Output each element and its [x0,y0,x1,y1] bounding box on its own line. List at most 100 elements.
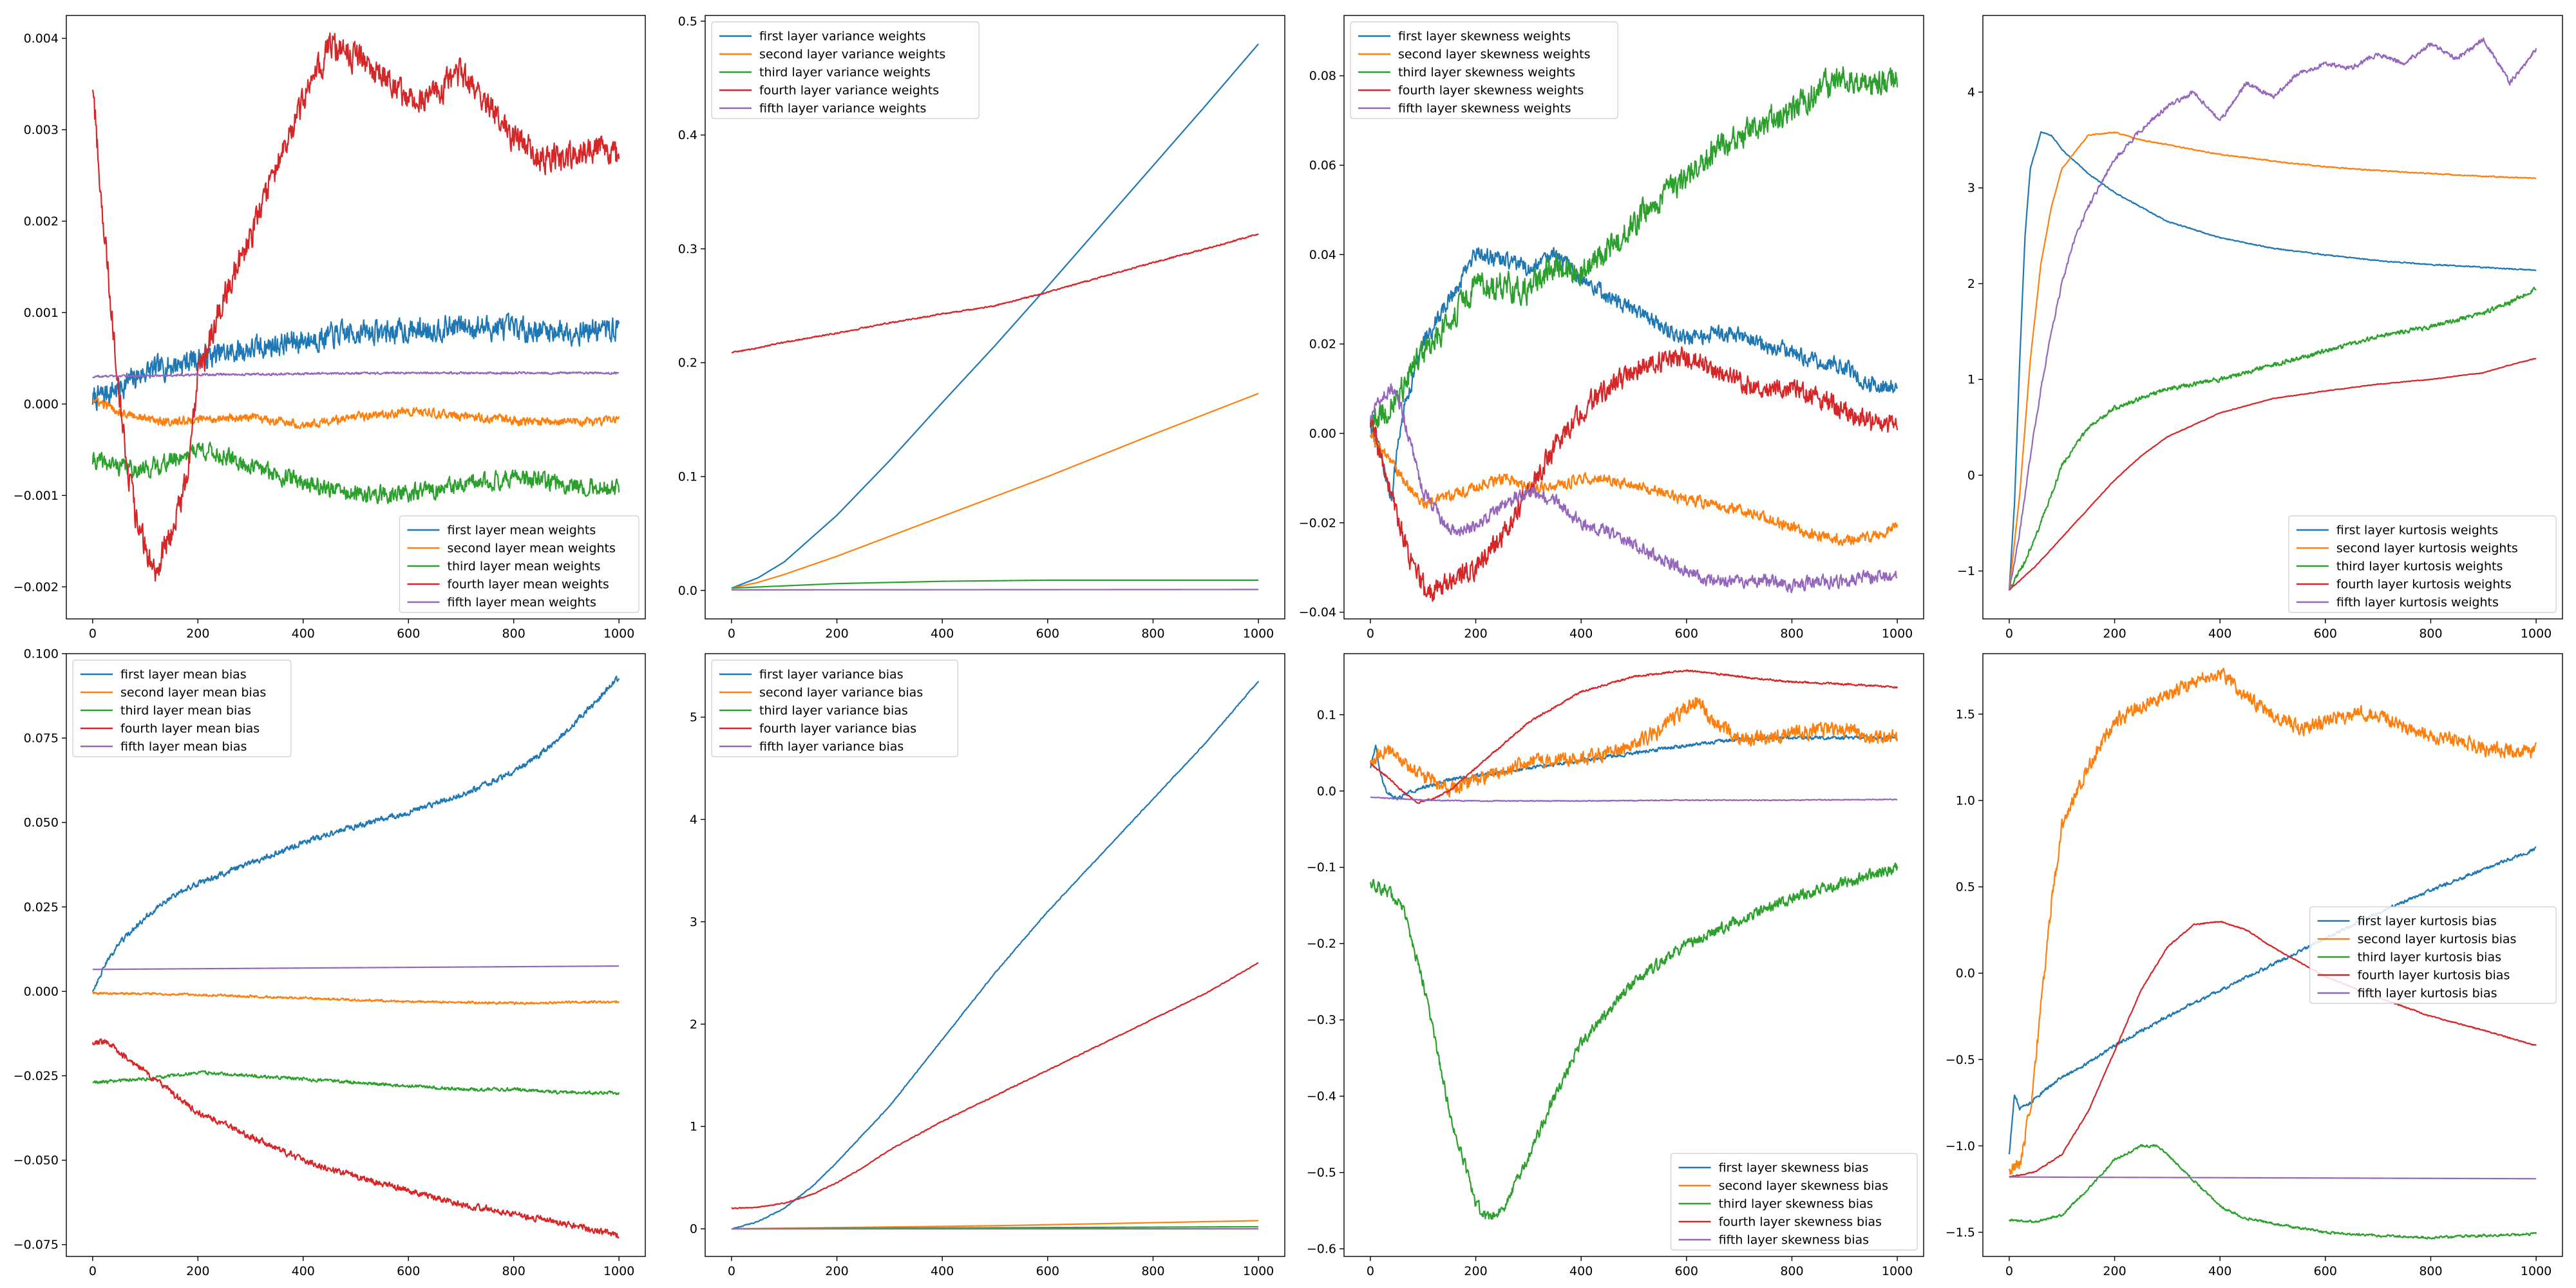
series-lines [2008,668,2537,1240]
legend-label: third layer mean bias [120,704,251,718]
y-tick-label: 0.3 [678,242,697,256]
y-tick-label: 0.1 [678,470,697,484]
y-tick-label: −0.02 [1299,516,1336,530]
y-tick-label: 1.5 [1956,707,1975,721]
y-tick-label: 2 [690,1018,697,1032]
series-line-2 [2008,668,2537,1175]
legend-label: first layer skewness weights [1398,30,1571,44]
legend-label: first layer kurtosis bias [2358,914,2497,929]
legend-label: fifth layer mean bias [120,740,247,754]
series-line-1 [731,681,1260,1230]
y-tick-label: 0 [1967,468,1975,482]
y-tick-label: 3 [1967,181,1975,195]
series-line-1 [1369,247,1899,502]
legend-label: fourth layer kurtosis weights [2336,578,2512,592]
legend-label: fifth layer skewness bias [1719,1233,1869,1247]
y-tick-label: 0.1 [1317,708,1336,722]
legend-label: third layer variance bias [759,704,908,718]
series-line-5 [2009,1176,2537,1180]
series-line-5 [1370,796,1898,802]
y-tick-label: −0.001 [14,489,59,503]
legend-label: fifth layer variance weights [759,102,926,116]
axes-frame [1343,15,1924,620]
y-tick-label: −1.0 [1946,1139,1975,1153]
subplot-7: 0 200 400 600 800 1000 −0.6 −0.5 −0.4 −0.3 −0.2 −0.… [1307,653,1924,1278]
x-tick-label: 1000 [1243,627,1274,641]
x-tick-label: 0 [1367,1264,1374,1278]
y-tick-label: −0.025 [14,1069,59,1083]
y-tick-label: 0.075 [24,732,59,746]
series-line-2 [1369,697,1899,798]
y-tick-label: −1 [1957,564,1975,578]
legend-label: fifth layer skewness weights [1398,102,1571,116]
legend-box [399,515,639,613]
y-tick-label: 0.02 [1309,337,1336,352]
x-tick-label: 1000 [2521,1264,2552,1278]
y-tick-label: 0.4 [678,128,697,142]
legend-label: fourth layer variance bias [759,722,916,736]
x-tick-label: 0 [89,1264,97,1278]
legend: first layer skewness weights second layer… [1350,21,1618,119]
series-lines [91,676,620,1239]
x-tick-label: 800 [1141,627,1164,641]
legend: first layer variance bias second layer va… [711,659,958,757]
series-line-4 [731,233,1259,354]
legend-label: second layer variance bias [759,686,923,700]
y-tick-label: −0.3 [1307,1013,1336,1027]
series-lines [2008,37,2537,591]
legend: first layer kurtosis weights second layer… [2288,515,2557,613]
x-tick-label: 600 [2314,627,2337,641]
y-tick-label: 0.004 [24,32,59,46]
legend-box [711,659,958,757]
x-tick-label: 600 [1036,627,1059,641]
y-tick-label: −0.050 [14,1153,59,1168]
legend-label: third layer kurtosis bias [2358,951,2501,965]
series-lines [91,32,620,582]
axes-frame [66,15,646,620]
x-tick-label: 200 [825,1264,848,1278]
series-line-1 [91,676,620,992]
x-tick-label: 800 [502,1264,526,1278]
x-tick-label: 400 [2208,1264,2231,1278]
x-tick-label: 400 [931,1264,954,1278]
series-line-4 [1370,669,1899,804]
legend-label: fifth layer variance bias [759,740,904,754]
legend-label: fourth layer skewness weights [1398,84,1584,98]
legend-label: first layer mean bias [120,668,247,682]
x-tick-label: 400 [1569,1264,1593,1278]
x-tick-label: 800 [1780,627,1803,641]
y-tick-label: 1 [690,1120,697,1134]
legend-label: fourth layer mean weights [448,578,609,592]
y-tick-label: 0.025 [24,900,59,914]
y-tick-label: 0.001 [24,306,59,320]
legend-label: third layer mean weights [448,560,601,574]
subplot-5: 0 200 400 600 800 1000 −0.075 −0.050 −0.025 0.000… [14,647,646,1278]
legend-label: fourth layer variance weights [759,84,939,98]
x-tick-label: 800 [1141,1264,1164,1278]
series-line-4 [1369,346,1899,602]
y-tick-label: −0.04 [1299,605,1336,620]
x-tick-label: 1000 [1243,1264,1274,1278]
series-line-5 [2008,37,2537,591]
y-tick-label: 0.0 [1317,784,1336,799]
series-line-3 [92,1070,620,1095]
y-tick-label: 0.050 [24,816,59,830]
axes-frame [1982,653,2563,1257]
series-line-2 [92,396,620,430]
x-tick-label: 0 [89,627,97,641]
series-line-5 [731,589,1259,591]
series-lines [1369,66,1899,602]
series-line-3 [731,579,1259,589]
series-line-4 [91,32,620,582]
y-tick-label: 0.0 [678,583,697,598]
y-tick-label: 0.000 [24,985,59,999]
series-line-3 [91,441,620,504]
y-tick-label: −0.002 [14,580,59,594]
y-tick-label: 0.04 [1309,248,1336,262]
series-line-4 [2009,920,2537,1178]
legend-box [1350,21,1618,119]
x-tick-label: 0 [2005,1264,2013,1278]
series-line-4 [91,1038,620,1239]
x-tick-label: 800 [1780,1264,1803,1278]
